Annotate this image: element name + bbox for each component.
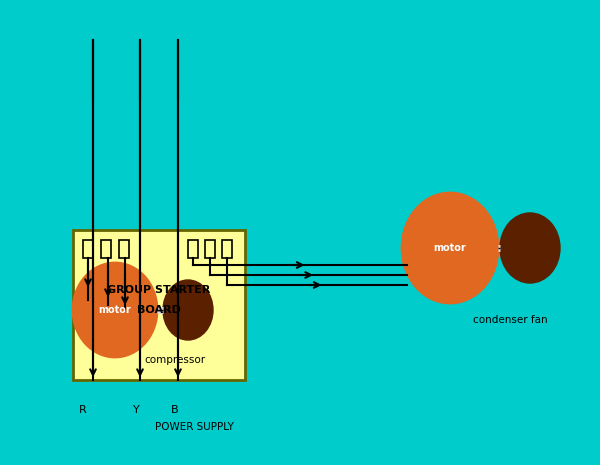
Bar (205, 240, 215, 258)
Bar (73, 230, 245, 380)
Text: condenser fan: condenser fan (473, 315, 547, 325)
Ellipse shape (402, 193, 498, 303)
Ellipse shape (73, 263, 157, 357)
Ellipse shape (163, 280, 213, 340)
Text: R: R (79, 405, 87, 415)
Bar (101, 240, 111, 258)
Bar (222, 240, 232, 258)
Bar (83, 240, 93, 258)
Text: BOARD: BOARD (137, 305, 181, 315)
Text: motor: motor (98, 305, 131, 315)
Text: compressor: compressor (145, 355, 206, 365)
Text: GROUP STARTER: GROUP STARTER (107, 285, 211, 295)
Text: B: B (171, 405, 179, 415)
Text: Y: Y (133, 405, 139, 415)
Text: motor: motor (434, 243, 466, 253)
Bar (188, 240, 198, 258)
Ellipse shape (500, 213, 560, 283)
Bar (119, 240, 129, 258)
Text: POWER SUPPLY: POWER SUPPLY (155, 422, 234, 432)
